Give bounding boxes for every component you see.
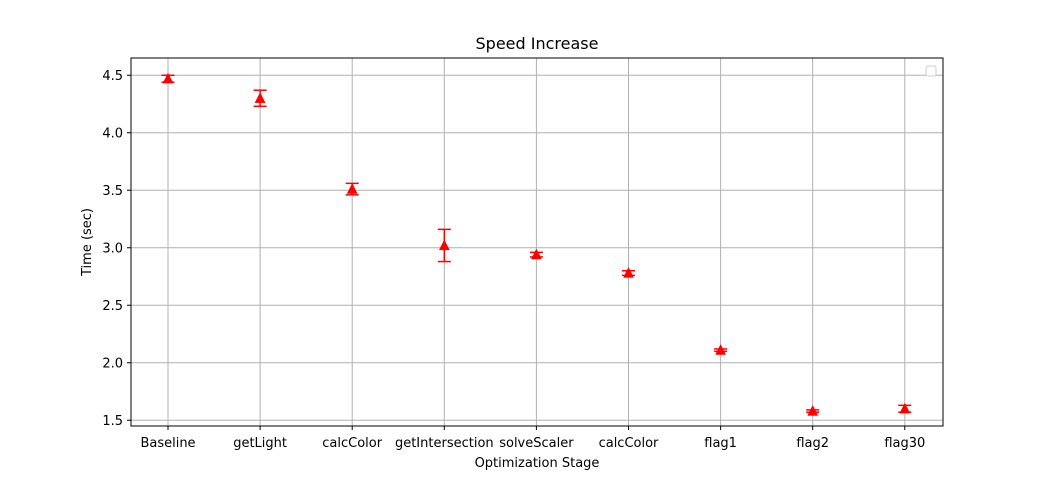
data-point-marker xyxy=(346,183,358,194)
plot-frame xyxy=(130,57,944,427)
data-series xyxy=(161,72,912,416)
y-tick-label: 2.0 xyxy=(102,356,123,371)
data-point-marker xyxy=(254,92,266,103)
y-tick-label: 3.0 xyxy=(102,241,123,256)
x-tick-label: flag30 xyxy=(884,436,925,451)
y-axis-label: Time (sec) xyxy=(80,208,95,277)
x-tick-label: Baseline xyxy=(140,436,195,451)
data-point-marker xyxy=(438,239,450,251)
data-point-marker xyxy=(899,402,911,414)
x-tick-label: getLight xyxy=(233,436,287,451)
y-tick-label: 4.5 xyxy=(102,69,123,84)
y-tick-label: 2.5 xyxy=(102,299,123,314)
x-tick-label: getIntersection xyxy=(395,436,494,451)
x-tick-label: flag2 xyxy=(796,436,829,451)
data-point-marker xyxy=(623,266,634,278)
y-tick-label: 4.0 xyxy=(102,126,123,141)
x-tick-label: solveScaler xyxy=(499,436,574,451)
grid xyxy=(131,58,943,426)
data-point-marker xyxy=(530,248,542,260)
x-tick-label: calcColor xyxy=(322,436,382,451)
x-tick-label: calcColor xyxy=(599,436,659,451)
x-axis: Baseline getLight calcColor getIntersection… xyxy=(140,426,925,451)
y-axis: 1.5 2.0 2.5 3.0 3.5 4.0 4.5 xyxy=(102,69,131,429)
data-point-marker xyxy=(715,344,727,355)
data-point-marker xyxy=(162,72,174,84)
chart-title: Speed Increase xyxy=(476,34,599,53)
y-tick-label: 3.5 xyxy=(102,184,123,199)
y-tick-label: 1.5 xyxy=(102,414,123,429)
data-point-marker xyxy=(807,404,819,416)
x-tick-label: flag1 xyxy=(704,436,737,451)
legend-box xyxy=(925,65,937,77)
x-axis-label: Optimization Stage xyxy=(475,456,600,471)
